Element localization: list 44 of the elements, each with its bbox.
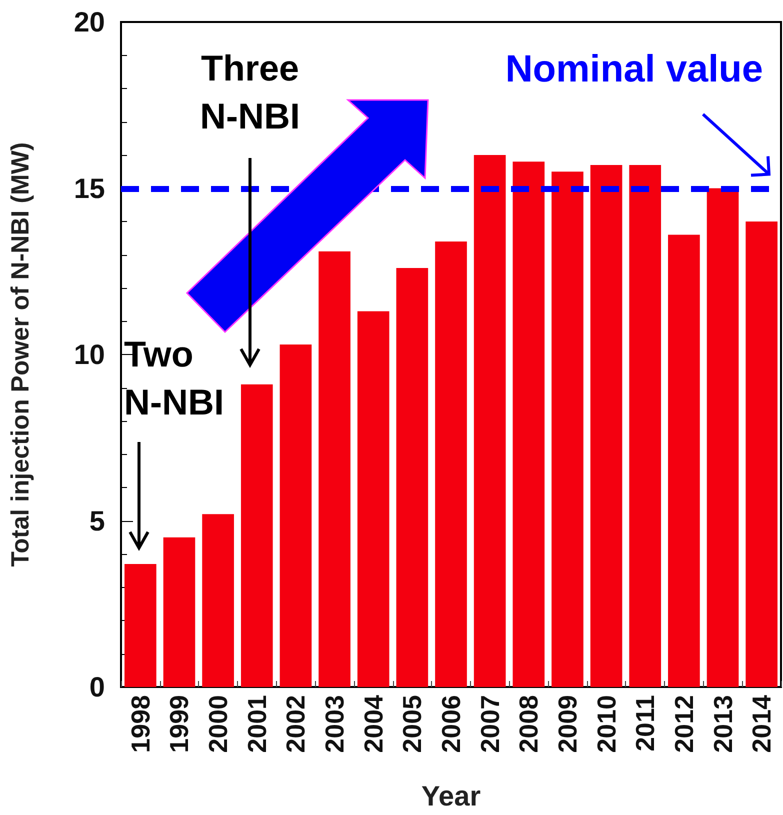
y-axis-title: Total injection Power of N-NBI (MW) <box>6 142 34 567</box>
x-tick-label: 2004 <box>358 694 388 753</box>
x-tick-label: 2014 <box>746 694 777 753</box>
bar <box>590 164 622 687</box>
ref-line-label: Nominal value <box>505 48 763 90</box>
y-tick-label: 20 <box>74 6 105 38</box>
y-tick-label: 0 <box>89 672 105 702</box>
bar <box>706 188 739 687</box>
annotation: Two N-NBI <box>124 334 224 422</box>
x-tick-label: 2005 <box>397 695 428 753</box>
annotation: Three N-NBI <box>200 48 300 136</box>
x-tick-label: 1999 <box>164 695 194 753</box>
x-tick-label: 2002 <box>280 695 311 753</box>
x-tick-label: 2011 <box>630 695 660 752</box>
x-tick-label: 2003 <box>320 695 350 753</box>
bar <box>124 564 156 687</box>
bar <box>435 241 467 687</box>
bar <box>318 251 350 687</box>
bar <box>668 234 700 687</box>
bar <box>746 222 778 687</box>
x-tick-label: 2008 <box>514 695 544 753</box>
y-tick-label: 10 <box>74 339 105 370</box>
bar <box>474 155 506 687</box>
bar <box>357 311 390 687</box>
x-tick-label: 2001 <box>242 695 272 753</box>
x-tick-label: 2006 <box>436 695 466 753</box>
bar <box>280 344 312 687</box>
y-tick-label: 15 <box>74 172 105 204</box>
x-tick-label: 2010 <box>591 695 622 753</box>
bar <box>552 172 584 687</box>
x-axis-title: Year <box>421 780 481 812</box>
bar <box>512 162 545 687</box>
x-tick-label: 2000 <box>203 695 234 753</box>
bar <box>163 537 196 687</box>
bar <box>396 268 428 687</box>
y-tick-label: 5 <box>89 505 105 536</box>
bar <box>240 384 273 687</box>
bar <box>202 514 234 687</box>
x-tick-label: 2009 <box>552 695 582 753</box>
x-tick-label: 2013 <box>708 695 738 753</box>
bar <box>629 164 662 687</box>
x-tick-label: 1998 <box>125 695 156 753</box>
x-tick-label: 2012 <box>668 695 699 753</box>
x-tick-label: 2007 <box>474 695 505 753</box>
